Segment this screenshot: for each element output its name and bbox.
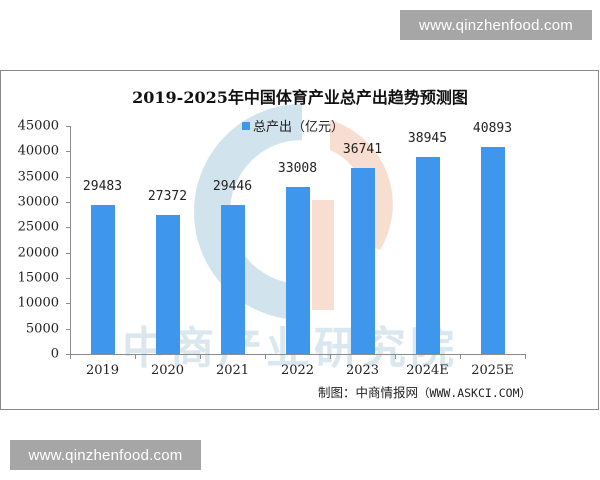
bar [415, 156, 440, 354]
bar-value-label: 33008 [277, 160, 318, 176]
chart-title: 2019-2025年中国体育产业总产出趋势预测图 [132, 88, 468, 107]
bar [90, 204, 115, 354]
y-tick-label: 30000 [17, 194, 59, 210]
watermark-top: www.qinzhenfood.com [400, 10, 592, 40]
bar [285, 186, 310, 354]
x-axis [66, 354, 526, 355]
y-tick-mark [66, 328, 71, 330]
watermark-bottom: www.qinzhenfood.com [10, 440, 201, 470]
x-tick-mark [70, 354, 71, 359]
legend-swatch-icon [242, 121, 250, 130]
bar-value-label: 38945 [407, 130, 448, 146]
y-tick-label: 25000 [17, 219, 59, 235]
y-tick-label: 15000 [17, 270, 59, 286]
y-tick-mark [66, 202, 71, 203]
x-tick-mark [200, 354, 201, 359]
bar [220, 204, 245, 354]
y-tick-label: 45000 [17, 118, 59, 134]
y-tick-mark [66, 227, 71, 229]
y-tick-mark [66, 176, 71, 178]
bar-value-label: 29483 [82, 178, 123, 194]
legend-label: 总产出（亿元） [253, 120, 345, 135]
source-url: （WWW.ASKCI.COM） [418, 386, 532, 400]
y-tick-mark [66, 126, 71, 127]
x-tick-mark [330, 354, 331, 359]
x-tick-label: 2019 [85, 363, 120, 378]
y-tick-mark [66, 354, 71, 355]
bar-value-label: 27372 [147, 189, 188, 205]
bar-value-label: 40893 [472, 120, 513, 136]
bar [350, 167, 375, 354]
y-tick-label: 35000 [17, 169, 59, 185]
x-tick-label: 2023 [345, 363, 380, 378]
x-tick-mark [460, 354, 461, 359]
bar [480, 146, 505, 354]
bar-value-label: 36741 [342, 141, 383, 157]
bar [155, 215, 180, 354]
x-tick-mark [265, 354, 266, 359]
x-tick-mark [395, 354, 396, 359]
y-tick-label: 5000 [25, 321, 59, 337]
x-tick-mark [525, 354, 526, 359]
source-prefix: 制图：中商情报网 [318, 385, 419, 400]
x-tick-label: 2021 [215, 363, 250, 378]
y-axis [70, 126, 71, 355]
chart-legend: 总产出（亿元） [242, 116, 344, 135]
y-tick-label: 0 [50, 346, 59, 362]
y-tick-label: 40000 [17, 143, 59, 159]
y-tick-mark [66, 252, 71, 254]
y-tick-mark [66, 303, 71, 305]
y-tick-mark [66, 151, 71, 153]
y-tick-label: 10000 [17, 295, 59, 311]
x-tick-mark [135, 354, 136, 359]
x-tick-label: 2025E [471, 363, 514, 378]
x-tick-label: 2024E [406, 363, 449, 378]
x-tick-label: 2020 [150, 363, 185, 378]
x-tick-label: 2022 [280, 363, 315, 378]
y-tick-mark [66, 278, 71, 279]
chart-source: 制图：中商情报网（WWW.ASKCI.COM） [318, 382, 531, 401]
bar-value-label: 29446 [212, 178, 253, 194]
y-tick-label: 20000 [17, 245, 59, 261]
